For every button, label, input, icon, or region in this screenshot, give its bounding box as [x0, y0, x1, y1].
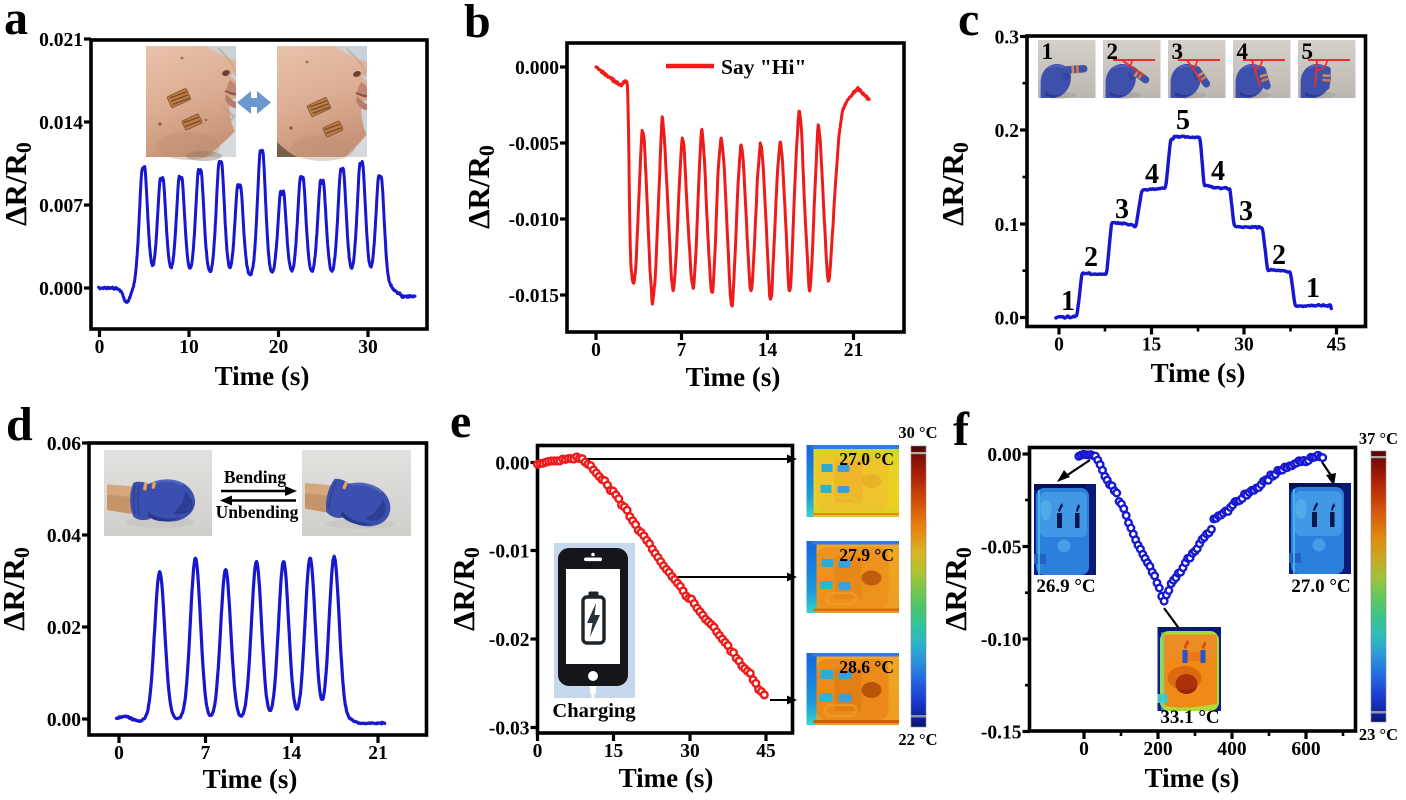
svg-text:0: 0 [591, 340, 601, 361]
svg-text:30: 30 [680, 741, 700, 762]
svg-text:7: 7 [201, 743, 211, 764]
svg-text:30 °C: 30 °C [898, 423, 937, 442]
svg-text:30: 30 [1234, 335, 1254, 356]
svg-text:0.00: 0.00 [495, 454, 529, 475]
svg-text:27.9 °C: 27.9 °C [839, 545, 894, 565]
svg-text:21: 21 [844, 340, 864, 361]
svg-text:Charging: Charging [552, 700, 636, 722]
svg-text:3: 3 [1115, 194, 1129, 225]
svg-text:1: 1 [1306, 273, 1320, 304]
svg-text:0.00: 0.00 [987, 445, 1021, 466]
svg-text:Time (s): Time (s) [619, 763, 714, 793]
svg-text:200: 200 [1143, 739, 1172, 760]
svg-text:20: 20 [269, 337, 289, 358]
svg-text:-0.15: -0.15 [981, 723, 1022, 744]
svg-text:0.3: 0.3 [995, 28, 1020, 49]
svg-text:c: c [958, 0, 979, 46]
svg-text:0.1: 0.1 [995, 215, 1019, 236]
svg-text:a: a [4, 0, 28, 45]
svg-text:0.2: 0.2 [995, 121, 1019, 142]
svg-text:27.0 °C: 27.0 °C [839, 449, 894, 469]
svg-text:4: 4 [1145, 159, 1159, 190]
svg-text:0.014: 0.014 [39, 113, 83, 134]
svg-text:Time (s): Time (s) [686, 362, 781, 392]
svg-text:22 °C: 22 °C [898, 730, 937, 749]
svg-text:14: 14 [758, 340, 778, 361]
svg-text:Say "Hi": Say "Hi" [721, 55, 806, 79]
svg-text:0.06: 0.06 [47, 434, 81, 455]
svg-text:0: 0 [533, 741, 543, 762]
svg-text:0.021: 0.021 [39, 30, 83, 51]
svg-text:15: 15 [604, 741, 624, 762]
svg-text:Time (s): Time (s) [1151, 358, 1246, 388]
svg-text:-0.010: -0.010 [509, 210, 559, 231]
svg-text:1: 1 [1061, 286, 1075, 317]
svg-text:ΔR/R0: ΔR/R0 [0, 142, 36, 226]
svg-text:-0.10: -0.10 [981, 630, 1022, 651]
svg-text:5: 5 [1176, 105, 1190, 136]
svg-text:2: 2 [1272, 240, 1286, 271]
svg-text:30: 30 [358, 337, 378, 358]
svg-text:Time (s): Time (s) [215, 361, 310, 391]
svg-text:0.04: 0.04 [47, 526, 81, 547]
svg-text:ΔR/R0: ΔR/R0 [461, 145, 499, 229]
svg-text:33.1 °C: 33.1 °C [1160, 707, 1219, 728]
svg-text:400: 400 [1217, 739, 1246, 760]
svg-text:0.02: 0.02 [47, 618, 81, 639]
svg-text:Time (s): Time (s) [1145, 763, 1240, 793]
svg-text:0: 0 [1079, 739, 1089, 760]
svg-text:45: 45 [756, 741, 776, 762]
svg-text:0: 0 [1054, 335, 1064, 356]
svg-text:15: 15 [1142, 335, 1162, 356]
svg-text:-0.005: -0.005 [509, 134, 560, 155]
svg-text:Unbending: Unbending [216, 502, 299, 522]
svg-text:Bending: Bending [224, 467, 286, 487]
svg-text:Time (s): Time (s) [203, 764, 298, 794]
svg-text:27.0 °C: 27.0 °C [1291, 576, 1350, 597]
svg-text:-0.03: -0.03 [489, 719, 530, 740]
svg-text:f: f [953, 403, 970, 456]
svg-text:2: 2 [1084, 242, 1098, 273]
svg-text:10: 10 [179, 337, 199, 358]
svg-text:ΔR/R0: ΔR/R0 [446, 547, 484, 631]
svg-text:3: 3 [1239, 196, 1253, 227]
svg-text:0.000: 0.000 [515, 58, 559, 79]
svg-text:0.00: 0.00 [47, 710, 81, 731]
svg-text:26.9 °C: 26.9 °C [1036, 576, 1095, 597]
svg-text:37 °C: 37 °C [1359, 429, 1398, 448]
svg-text:0.007: 0.007 [39, 196, 83, 217]
svg-text:d: d [6, 398, 33, 451]
svg-text:4: 4 [1211, 156, 1225, 187]
svg-text:ΔR/R0: ΔR/R0 [938, 547, 976, 631]
svg-text:-0.05: -0.05 [981, 538, 1022, 559]
svg-text:21: 21 [368, 743, 388, 764]
svg-text:ΔR/R0: ΔR/R0 [0, 547, 34, 631]
svg-text:23 °C: 23 °C [1359, 725, 1398, 744]
svg-text:0.0: 0.0 [995, 309, 1019, 330]
svg-text:0.000: 0.000 [39, 279, 83, 300]
svg-text:-0.01: -0.01 [489, 542, 530, 563]
svg-text:0: 0 [114, 743, 124, 764]
svg-text:0: 0 [95, 337, 105, 358]
svg-text:-0.015: -0.015 [509, 286, 560, 307]
svg-text:14: 14 [282, 743, 302, 764]
svg-text:ΔR/R0: ΔR/R0 [935, 142, 973, 226]
svg-text:-0.02: -0.02 [489, 630, 530, 651]
svg-text:e: e [450, 395, 471, 448]
svg-text:7: 7 [677, 340, 687, 361]
svg-text:28.6 °C: 28.6 °C [839, 657, 894, 677]
svg-text:600: 600 [1291, 739, 1320, 760]
svg-text:45: 45 [1327, 335, 1347, 356]
svg-text:b: b [464, 0, 491, 48]
